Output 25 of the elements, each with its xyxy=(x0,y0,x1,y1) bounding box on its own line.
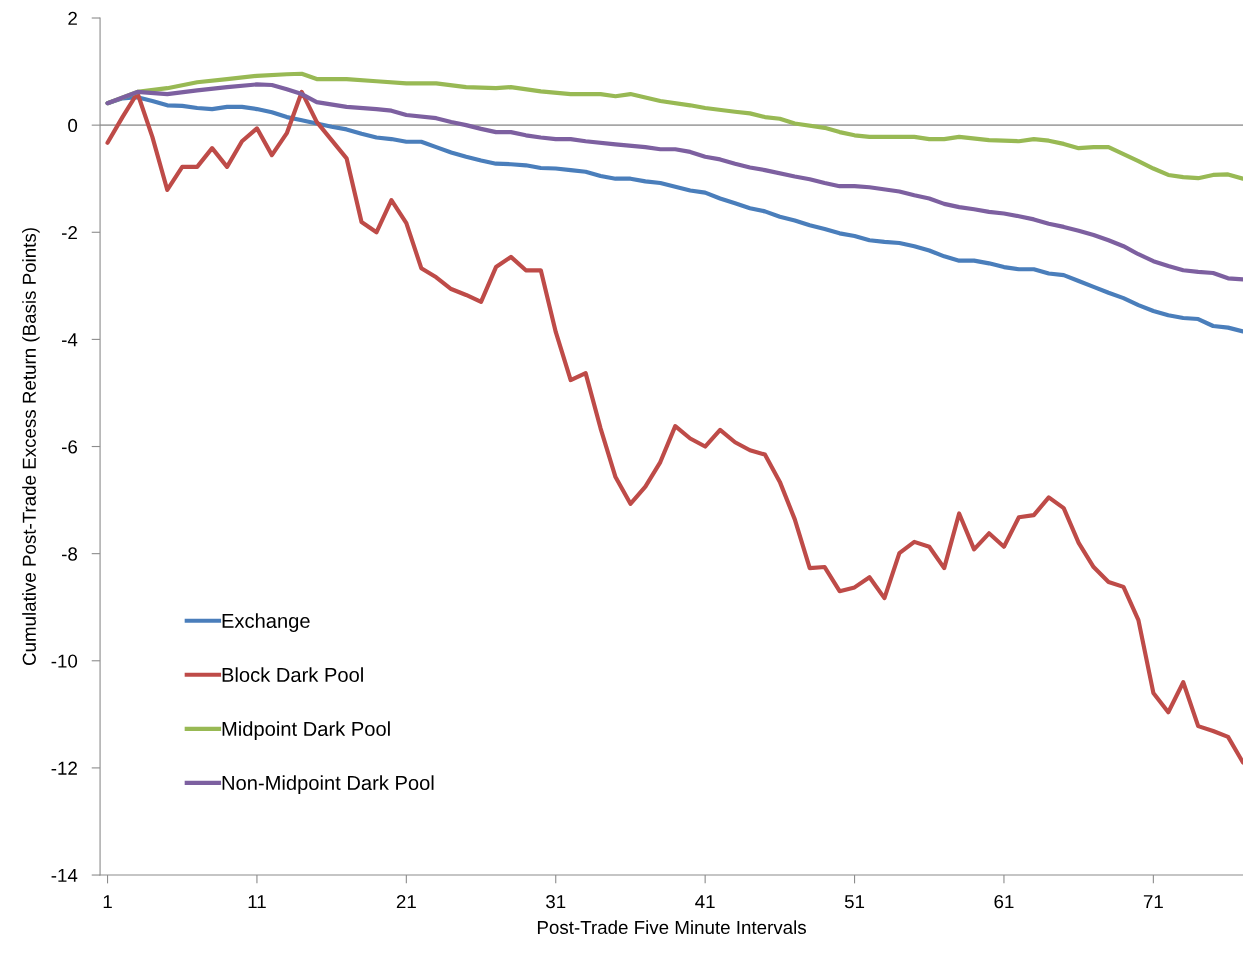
legend-label: Non-Midpoint Dark Pool xyxy=(222,775,434,795)
y-tick-label: -8 xyxy=(62,547,78,561)
y-tick-label: -10 xyxy=(51,654,78,668)
x-tick-label: 51 xyxy=(844,895,865,909)
legend-label: Exchange xyxy=(222,613,310,632)
x-tick-label: 1 xyxy=(103,895,112,909)
x-tick-label: 61 xyxy=(994,894,1014,909)
y-tick-label: -14 xyxy=(51,868,78,882)
y-tick-label: -2 xyxy=(62,225,77,240)
x-axis-title: Post-Trade Five Minute Intervals xyxy=(537,920,806,935)
legend-label: Block Dark Pool xyxy=(222,667,363,683)
legend-label: Midpoint Dark Pool xyxy=(222,721,390,741)
x-tick-label: 11 xyxy=(248,895,266,909)
x-tick-label: 31 xyxy=(546,894,566,909)
y-tick-label: 2 xyxy=(68,11,77,25)
y-tick-label: -6 xyxy=(62,440,78,454)
x-tick-label: 71 xyxy=(1143,895,1163,909)
line-series xyxy=(105,82,1243,282)
y-axis-title: Cumulative Post-Trade Excess Return (Basis Points) xyxy=(22,228,40,666)
y-tick-label: 0 xyxy=(68,118,78,133)
y-tick-label: -12 xyxy=(51,761,77,775)
x-tick-label: 21 xyxy=(396,894,416,909)
x-tick-label: 41 xyxy=(695,895,715,909)
y-tick-label: -4 xyxy=(62,333,78,347)
line-series xyxy=(105,89,1243,765)
